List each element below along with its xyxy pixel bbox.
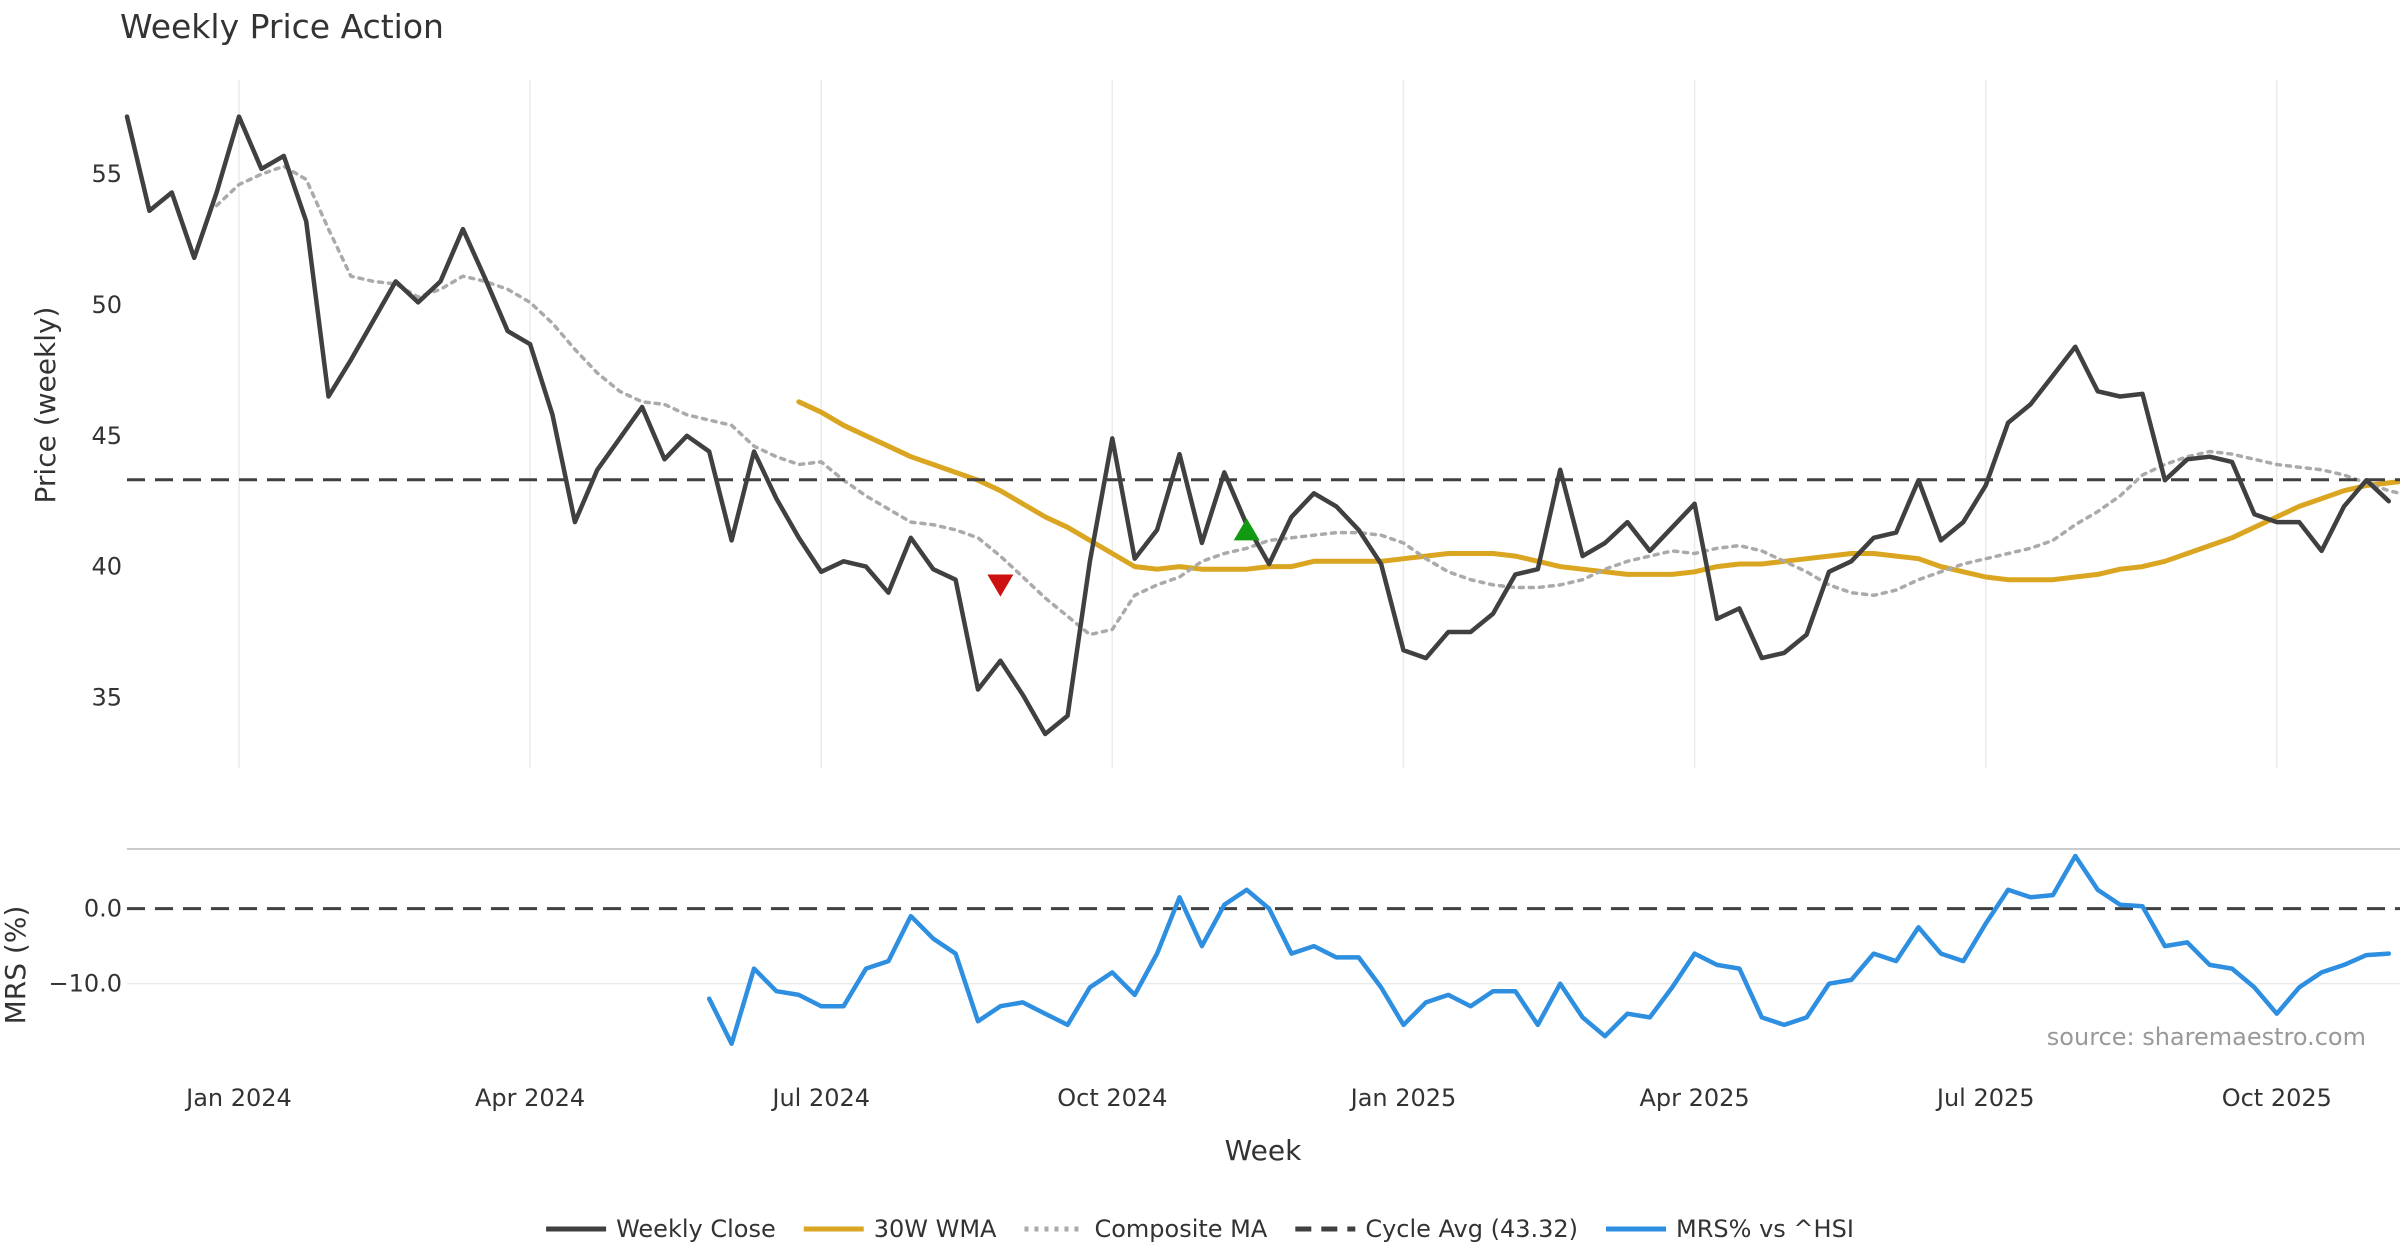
- x-tick-apr-2024: Apr 2024: [475, 1084, 585, 1112]
- mrs-vs-hsi-line: [706, 853, 2392, 1046]
- signal-markers: [987, 518, 1260, 597]
- price-y-tick-45: 45: [91, 422, 122, 450]
- x-tick-jul-2025: Jul 2025: [1935, 1084, 2035, 1112]
- legend-item-composite-ma: Composite MA: [1024, 1215, 1268, 1243]
- mrs-series-group: [706, 853, 2392, 1046]
- x-axis: Jan 2024 Apr 2024 Jul 2024 Oct 2024 Jan 2025…: [184, 1084, 2332, 1112]
- price-y-tick-50: 50: [91, 291, 122, 319]
- legend-label-30w-wma: 30W WMA: [874, 1215, 997, 1243]
- legend-label-weekly-close: Weekly Close: [616, 1215, 776, 1243]
- mrs-panel-grid: [127, 907, 2400, 985]
- price-panel-grid: [238, 80, 2278, 768]
- chart-title: Weekly Price Action: [120, 7, 444, 46]
- legend-label-mrs-vs-hsi: MRS% vs ^HSI: [1676, 1215, 1854, 1243]
- price-y-tick-55: 55: [91, 160, 122, 188]
- legend-item-30w-wma: 30W WMA: [803, 1215, 997, 1243]
- price-y-axis-title: Price (weekly): [29, 307, 62, 504]
- mrs-y-tick-1: −10.0: [48, 970, 122, 998]
- weekly-close-line: [124, 114, 2392, 737]
- mrs-y-tick-0: 0.0: [84, 895, 122, 923]
- x-tick-jul-2024: Jul 2024: [770, 1084, 870, 1112]
- x-tick-oct-2025: Oct 2025: [2222, 1084, 2332, 1112]
- mrs-y-axis: 0.0 −10.0: [48, 895, 122, 998]
- source-label: source: sharemaestro.com: [2047, 1023, 2366, 1051]
- x-tick-oct-2024: Oct 2024: [1057, 1084, 1167, 1112]
- x-tick-jan-2025: Jan 2025: [1349, 1084, 1457, 1112]
- price-series-group: [124, 114, 2400, 737]
- sell-signal-marker: [987, 574, 1014, 597]
- mrs-y-axis-title: MRS (%): [0, 906, 32, 1025]
- 30w-wma-line: [796, 399, 2400, 583]
- price-y-axis: 35 40 45 50 55: [91, 160, 122, 711]
- legend-item-weekly-close: Weekly Close: [546, 1215, 776, 1243]
- price-y-tick-35: 35: [91, 683, 122, 711]
- buy-signal-marker: [1233, 518, 1260, 541]
- x-tick-apr-2025: Apr 2025: [1639, 1084, 1749, 1112]
- legend-item-mrs-vs-hsi: MRS% vs ^HSI: [1606, 1215, 1854, 1243]
- legend-label-cycle-avg-43-32: Cycle Avg (43.32): [1365, 1215, 1578, 1243]
- legend-label-composite-ma: Composite MA: [1094, 1215, 1267, 1243]
- composite-ma-line: [214, 164, 2400, 637]
- price-y-tick-40: 40: [91, 553, 122, 581]
- x-axis-title: Week: [1225, 1134, 1302, 1167]
- legend: Weekly Close 30W WMA Composite MA Cycle Avg…: [546, 1215, 1854, 1243]
- x-tick-jan-2024: Jan 2024: [184, 1084, 292, 1112]
- legend-item-cycle-avg-43-32: Cycle Avg (43.32): [1295, 1215, 1578, 1243]
